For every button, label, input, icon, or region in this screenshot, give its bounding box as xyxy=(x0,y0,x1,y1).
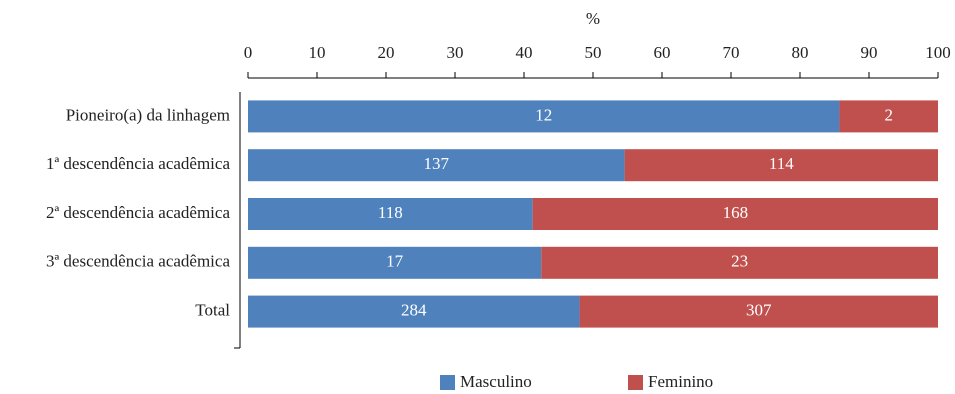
bar-segment xyxy=(248,246,542,279)
data-label: 284 xyxy=(401,301,427,320)
bar-segment xyxy=(541,246,938,279)
y-tick-label: Total xyxy=(195,301,230,320)
bar-segment xyxy=(532,198,938,230)
y-tick-label: Pioneiro(a) da linhagem xyxy=(66,105,230,124)
bar-segment xyxy=(579,295,938,328)
legend-label: Feminino xyxy=(648,372,713,391)
y-tick-label: 2ª descendência acadêmica xyxy=(46,203,230,222)
x-tick-label: 90 xyxy=(861,43,878,62)
bar-segment xyxy=(248,295,580,328)
bar-segment xyxy=(248,149,625,182)
legend-label: Masculino xyxy=(460,372,532,391)
x-tick-label: 60 xyxy=(654,43,671,62)
y-tick-label: 3ª descendência acadêmica xyxy=(46,252,230,271)
bar-segment xyxy=(624,149,938,182)
x-tick-label: 10 xyxy=(309,43,326,62)
data-label: 137 xyxy=(424,154,450,173)
data-label: 118 xyxy=(378,203,403,222)
x-tick-label: 0 xyxy=(244,43,253,62)
y-tick-label: 1ª descendência acadêmica xyxy=(46,154,230,173)
x-tick-label: 40 xyxy=(516,43,533,62)
data-label: 2 xyxy=(884,105,893,124)
data-label: 17 xyxy=(386,252,404,271)
x-tick-label: 70 xyxy=(723,43,740,62)
bar-segment xyxy=(248,198,533,230)
bar-segment xyxy=(248,100,840,133)
x-tick-label: 50 xyxy=(585,43,602,62)
x-axis-label: % xyxy=(586,9,600,28)
x-tick-label: 30 xyxy=(447,43,464,62)
data-label: 12 xyxy=(535,105,552,124)
data-label: 168 xyxy=(723,203,749,222)
bar-segment xyxy=(839,100,938,133)
x-tick-label: 20 xyxy=(378,43,395,62)
legend-swatch xyxy=(440,375,455,390)
x-tick-label: 80 xyxy=(792,43,809,62)
data-label: 307 xyxy=(746,301,772,320)
legend-swatch xyxy=(628,375,643,390)
data-label: 114 xyxy=(769,154,794,173)
x-tick-label: 100 xyxy=(925,43,951,62)
data-label: 23 xyxy=(731,252,748,271)
